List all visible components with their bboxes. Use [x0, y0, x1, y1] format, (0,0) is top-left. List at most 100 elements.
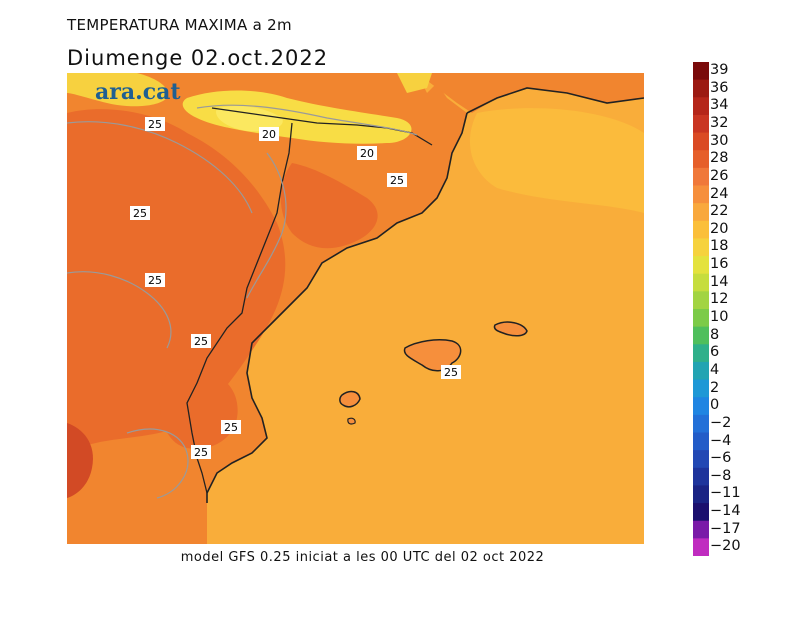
- legend-label: 14: [710, 273, 729, 290]
- legend-swatch: [693, 238, 709, 257]
- isoline: [196, 104, 418, 136]
- legend-swatch: [693, 450, 709, 469]
- contour-label: 25: [145, 117, 165, 131]
- legend-label: 39: [710, 62, 729, 78]
- legend-swatch: [693, 397, 709, 416]
- cool-patch-north: [397, 73, 432, 93]
- coldest-pyrenees: [216, 106, 283, 132]
- legend-label: 2: [710, 379, 720, 396]
- legend-label: −20: [710, 538, 741, 555]
- legend-label: 6: [710, 344, 720, 361]
- legend-swatch: [693, 220, 709, 239]
- legend-label: −11: [710, 485, 741, 502]
- menorca: [493, 321, 528, 337]
- legend-swatch: [693, 520, 709, 539]
- contour-label: 25: [145, 273, 165, 287]
- legend-label: −4: [710, 432, 732, 449]
- svg-text:25: 25: [148, 118, 162, 131]
- legend-swatch: [693, 167, 709, 186]
- legend-label: −17: [710, 520, 741, 537]
- legend-label: 16: [710, 256, 729, 273]
- contour-label: 25: [387, 173, 407, 187]
- svg-text:25: 25: [390, 174, 404, 187]
- france-land: [417, 73, 644, 113]
- legend-label: 22: [710, 203, 729, 220]
- legend-swatch: [693, 467, 709, 486]
- legend-swatch: [693, 432, 709, 451]
- warm-inland-south: [159, 369, 238, 449]
- legend-label: 32: [710, 114, 729, 131]
- legend-label: 30: [710, 132, 729, 149]
- isoline: [67, 271, 172, 349]
- legend-label: 26: [710, 167, 729, 184]
- legend-swatch: [693, 291, 709, 310]
- warm-inland-east: [280, 163, 378, 249]
- legend-swatch: [693, 256, 709, 275]
- isoline: [67, 121, 253, 214]
- formentera: [347, 417, 356, 425]
- legend-swatch: [693, 538, 709, 557]
- legend-label: −6: [710, 450, 732, 467]
- cool-pyrenees: [182, 90, 412, 144]
- legend-swatch: [693, 132, 709, 151]
- ara-cat-logo: ara.cat: [95, 79, 181, 105]
- legend-swatch: [693, 309, 709, 328]
- ibiza: [339, 390, 361, 408]
- temperature-map: 25 20 20 25 25 25 25 25 25 25: [67, 73, 644, 544]
- isoline: [246, 152, 287, 299]
- mallorca: [403, 339, 462, 372]
- svg-text:25: 25: [148, 274, 162, 287]
- legend-swatch: [693, 379, 709, 398]
- contour-label: 25: [130, 206, 150, 220]
- legend-swatch: [693, 185, 709, 204]
- legend-label: 28: [710, 150, 729, 167]
- legend-swatch: [693, 503, 709, 522]
- legend-label: 10: [710, 309, 729, 325]
- legend-swatch: [693, 114, 709, 134]
- warm-inland-west: [67, 109, 286, 453]
- legend-label: 34: [710, 97, 729, 114]
- contour-label: 25: [441, 365, 461, 379]
- legend-swatch: [693, 97, 709, 116]
- svg-text:20: 20: [262, 128, 276, 141]
- legend-swatch: [693, 326, 709, 345]
- contour-label: 25: [221, 420, 241, 434]
- legend-label: 20: [710, 220, 729, 237]
- contour-label: 25: [191, 445, 211, 459]
- coastline: [206, 112, 468, 503]
- map-title: TEMPERATURA MAXIMA a 2m: [67, 16, 292, 34]
- legend-label: 8: [710, 326, 720, 343]
- legend-color-bar: [693, 62, 709, 557]
- legend-swatch: [693, 361, 709, 381]
- coastline-france: [466, 87, 644, 114]
- map-canvas: 25 20 20 25 25 25 25 25 25 25: [67, 73, 644, 544]
- legend-swatch: [693, 344, 709, 363]
- legend-label: 36: [710, 79, 729, 96]
- svg-text:25: 25: [133, 207, 147, 220]
- legend-swatch: [693, 485, 709, 504]
- legend-label: 24: [710, 185, 729, 202]
- map-subtitle: Diumenge 02.oct.2022: [67, 46, 329, 70]
- legend-label: −8: [710, 467, 732, 484]
- legend-label: −14: [710, 503, 741, 520]
- legend-label: 12: [710, 291, 729, 308]
- legend-swatch: [693, 62, 709, 81]
- svg-text:25: 25: [194, 335, 208, 348]
- svg-text:25: 25: [224, 421, 238, 434]
- contour-label: 20: [357, 146, 377, 160]
- legend-label: 0: [710, 397, 720, 414]
- svg-text:20: 20: [360, 147, 374, 160]
- svg-text:25: 25: [194, 446, 208, 459]
- legend-swatch: [693, 150, 709, 169]
- border-catalonia: [186, 122, 293, 494]
- sea-cool-patch: [469, 108, 644, 213]
- legend-swatch: [693, 273, 709, 292]
- svg-text:25: 25: [444, 366, 458, 379]
- isoline: [126, 428, 189, 499]
- contour-label: 20: [259, 127, 279, 141]
- contour-label: 25: [191, 334, 211, 348]
- legend-swatch: [693, 203, 709, 222]
- cool-north-west: [67, 73, 168, 107]
- legend-label: −2: [710, 414, 732, 431]
- temperature-legend: [693, 62, 709, 560]
